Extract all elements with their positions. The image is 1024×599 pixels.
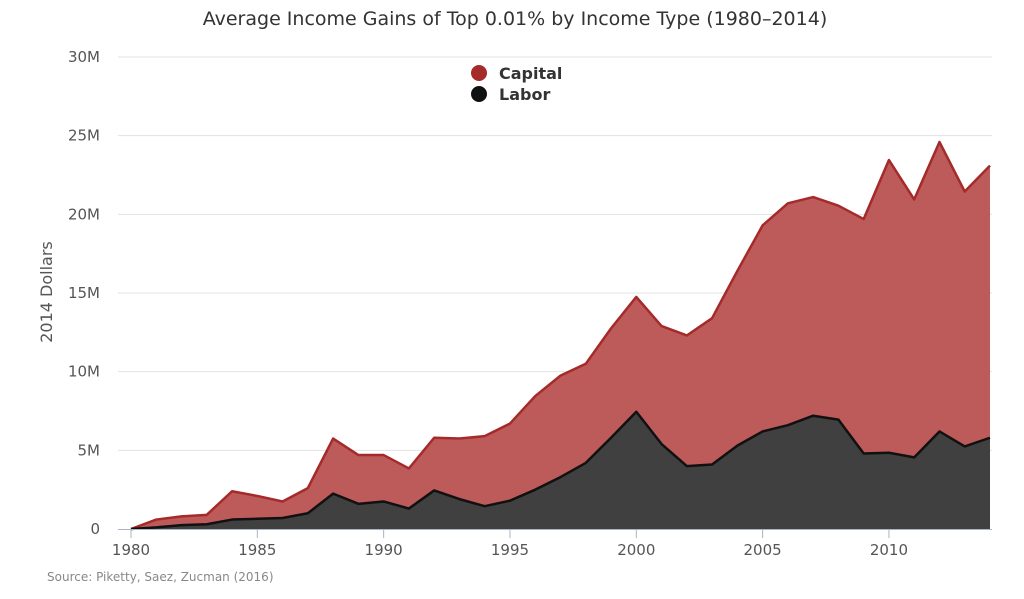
x-tick-label: 1990 xyxy=(365,541,403,559)
y-tick-label: 25M xyxy=(68,127,100,145)
legend-marker-labor[interactable] xyxy=(471,86,487,102)
capital-area[interactable] xyxy=(131,141,990,529)
x-tick-label: 2000 xyxy=(617,541,655,559)
plot-area xyxy=(130,140,991,531)
legend-marker-capital[interactable] xyxy=(471,65,487,81)
legend-label-capital[interactable]: Capital xyxy=(499,64,562,83)
source-note: Source: Piketty, Saez, Zucman (2016) xyxy=(47,570,274,584)
y-tick-label: 20M xyxy=(68,205,100,223)
x-tick-label: 2005 xyxy=(744,541,782,559)
chart-title: Average Income Gains of Top 0.01% by Inc… xyxy=(203,8,828,30)
labor-line[interactable] xyxy=(130,410,991,531)
legend[interactable]: Capital Labor xyxy=(471,64,562,104)
y-tick-label: 5M xyxy=(78,441,101,459)
capital-line[interactable] xyxy=(130,140,991,531)
x-tick-label: 2010 xyxy=(870,541,908,559)
y-axis-title: 2014 Dollars xyxy=(37,241,56,343)
x-tick-label: 1985 xyxy=(238,541,276,559)
x-tick-label: 1980 xyxy=(112,541,150,559)
y-tick-label: 10M xyxy=(68,363,100,381)
y-tick-label: 15M xyxy=(68,284,100,302)
y-tick-label: 0 xyxy=(90,520,100,538)
axes: 0 5M 10M 15M 20M 25M 30M 1980 1985 1990 1995 2000 20… xyxy=(68,48,992,559)
x-tick-label: 1995 xyxy=(491,541,529,559)
legend-label-labor[interactable]: Labor xyxy=(499,85,550,104)
y-tick-label: 30M xyxy=(68,48,100,66)
